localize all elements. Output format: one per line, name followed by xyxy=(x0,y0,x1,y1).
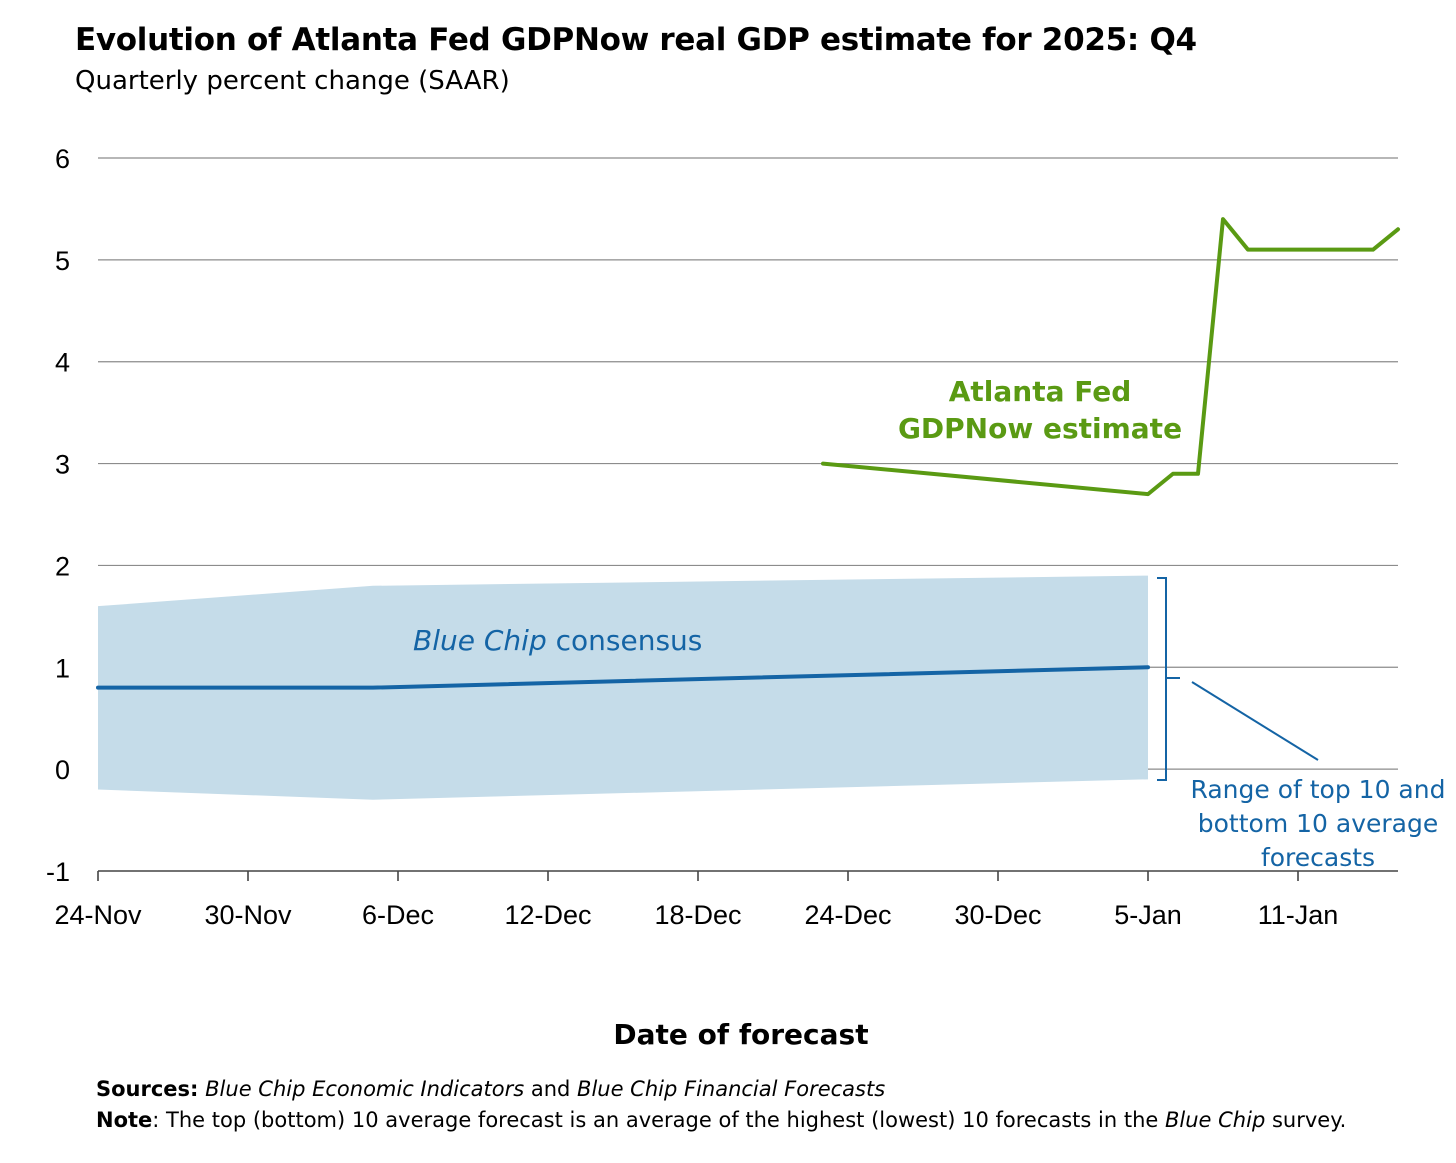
axis-layer: 6 5 4 3 2 1 0 -1 24-Nov 30-Nov 6-Dec 12-Dec 18-Dec 24… xyxy=(46,144,1398,930)
gdpnow-label-line1: Atlanta Fed xyxy=(949,375,1132,408)
x-tick-label: 12-Dec xyxy=(504,900,591,930)
range-label-line1: Range of top 10 and xyxy=(1191,775,1446,804)
y-tick-label: 6 xyxy=(55,144,70,174)
bluechip-label-italic: Blue Chip xyxy=(413,624,547,657)
gdpnow-label-line2: GDPNow estimate xyxy=(898,412,1182,445)
bluechip-label-rest: consensus xyxy=(547,624,703,657)
y-tick-label: 3 xyxy=(55,450,70,480)
y-tick-label: 0 xyxy=(55,755,70,785)
note-end: survey. xyxy=(1265,1108,1347,1132)
range-bracket xyxy=(1157,577,1180,781)
x-tick-label: 11-Jan xyxy=(1258,900,1339,930)
range-leader-line xyxy=(1191,681,1319,761)
range-label-line3: forecasts xyxy=(1261,843,1375,872)
sources-label: Sources: xyxy=(96,1077,199,1101)
chart-subtitle: Quarterly percent change (SAAR) xyxy=(75,66,510,96)
y-tick-label: 1 xyxy=(55,653,70,683)
series-layer xyxy=(96,217,1400,690)
x-axis-title: Date of forecast xyxy=(613,1018,869,1051)
y-tick-label: 5 xyxy=(55,246,70,276)
y-tick-label: -1 xyxy=(46,857,70,887)
sources-italic-2: Blue Chip Financial Forecasts xyxy=(577,1077,886,1101)
x-tick-label: 24-Dec xyxy=(804,900,891,930)
x-tick-label: 18-Dec xyxy=(654,900,741,930)
sources-italic-1: Blue Chip Economic Indicators xyxy=(205,1077,525,1101)
bluechip-label: Blue Chip consensus xyxy=(413,624,702,657)
chart-title: Evolution of Atlanta Fed GDPNow real GDP… xyxy=(75,22,1197,58)
sources-note: Sources: Blue Chip Economic Indicators a… xyxy=(96,1074,1346,1136)
sources-line: Sources: Blue Chip Economic Indicators a… xyxy=(96,1074,1346,1105)
x-tick-label: 6-Dec xyxy=(362,900,434,930)
y-tick-label: 2 xyxy=(55,551,70,581)
note-line: Note: The top (bottom) 10 average foreca… xyxy=(96,1105,1346,1136)
x-tick-label: 24-Nov xyxy=(54,900,142,930)
sources-and: and xyxy=(524,1077,578,1101)
y-tick-label: 4 xyxy=(55,348,70,378)
range-label-line2: bottom 10 average xyxy=(1198,809,1438,838)
atlanta-fed-gdpnow-estimate-line xyxy=(821,217,1400,497)
x-tick-label: 30-Dec xyxy=(954,900,1041,930)
blue-chip-consensus-line xyxy=(96,665,1150,690)
note-text: : The top (bottom) 10 average forecast i… xyxy=(152,1108,1165,1132)
note-label: Note xyxy=(96,1108,153,1132)
chart: 6 5 4 3 2 1 0 -1 24-Nov 30-Nov 6-Dec 12-Dec 18-Dec 24… xyxy=(46,144,1445,930)
annotation-layer: Atlanta Fed GDPNow estimate Blue Chip co… xyxy=(413,375,1445,872)
x-tick-label: 30-Nov xyxy=(204,900,292,930)
x-tick-label: 5-Jan xyxy=(1114,900,1182,930)
note-italic: Blue Chip xyxy=(1164,1108,1266,1132)
range-band-area xyxy=(98,575,1148,800)
band-layer xyxy=(98,575,1148,800)
